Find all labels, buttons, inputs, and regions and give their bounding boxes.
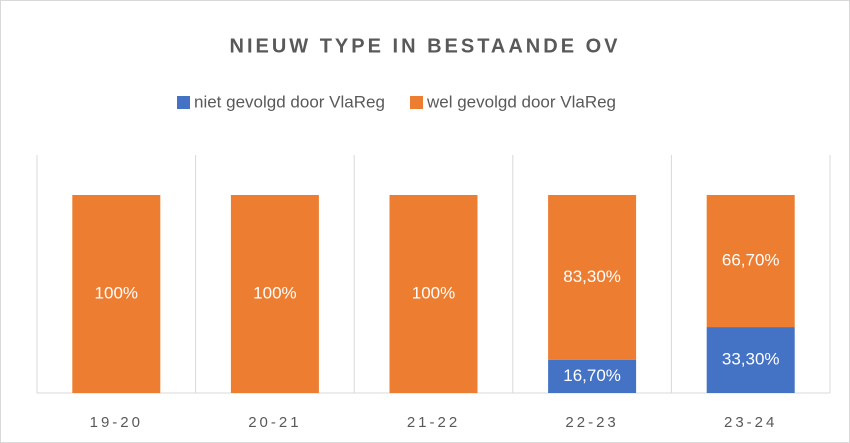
x-tick-label: 20-21 [248, 414, 301, 431]
data-label: 16,70% [563, 366, 621, 385]
x-tick-label: 23-24 [724, 414, 777, 431]
legend-label: niet gevolgd door VlaReg [194, 92, 385, 111]
data-label: 100% [95, 283, 138, 302]
data-label: 100% [253, 283, 296, 302]
bar-segment [706, 327, 795, 393]
data-label: 100% [412, 283, 455, 302]
data-label: 33,30% [722, 350, 780, 369]
bar-segment [548, 359, 637, 393]
legend-swatch [177, 96, 190, 109]
chart-title: NIEUW TYPE IN BESTAANDE OV [230, 35, 621, 57]
bar-segment [72, 195, 161, 393]
x-tick-label: 21-22 [407, 414, 460, 431]
x-tick-label: 19-20 [90, 414, 143, 431]
bar-segment [548, 195, 637, 360]
data-label: 83,30% [563, 267, 621, 286]
x-tick-label: 22-23 [565, 414, 618, 431]
bar-segment [389, 195, 478, 393]
legend-label: wel gevolgd door VlaReg [426, 92, 616, 111]
legend-swatch [410, 96, 423, 109]
bar-segment [706, 195, 795, 328]
bar-segment [230, 195, 319, 393]
data-label: 66,70% [722, 251, 780, 270]
